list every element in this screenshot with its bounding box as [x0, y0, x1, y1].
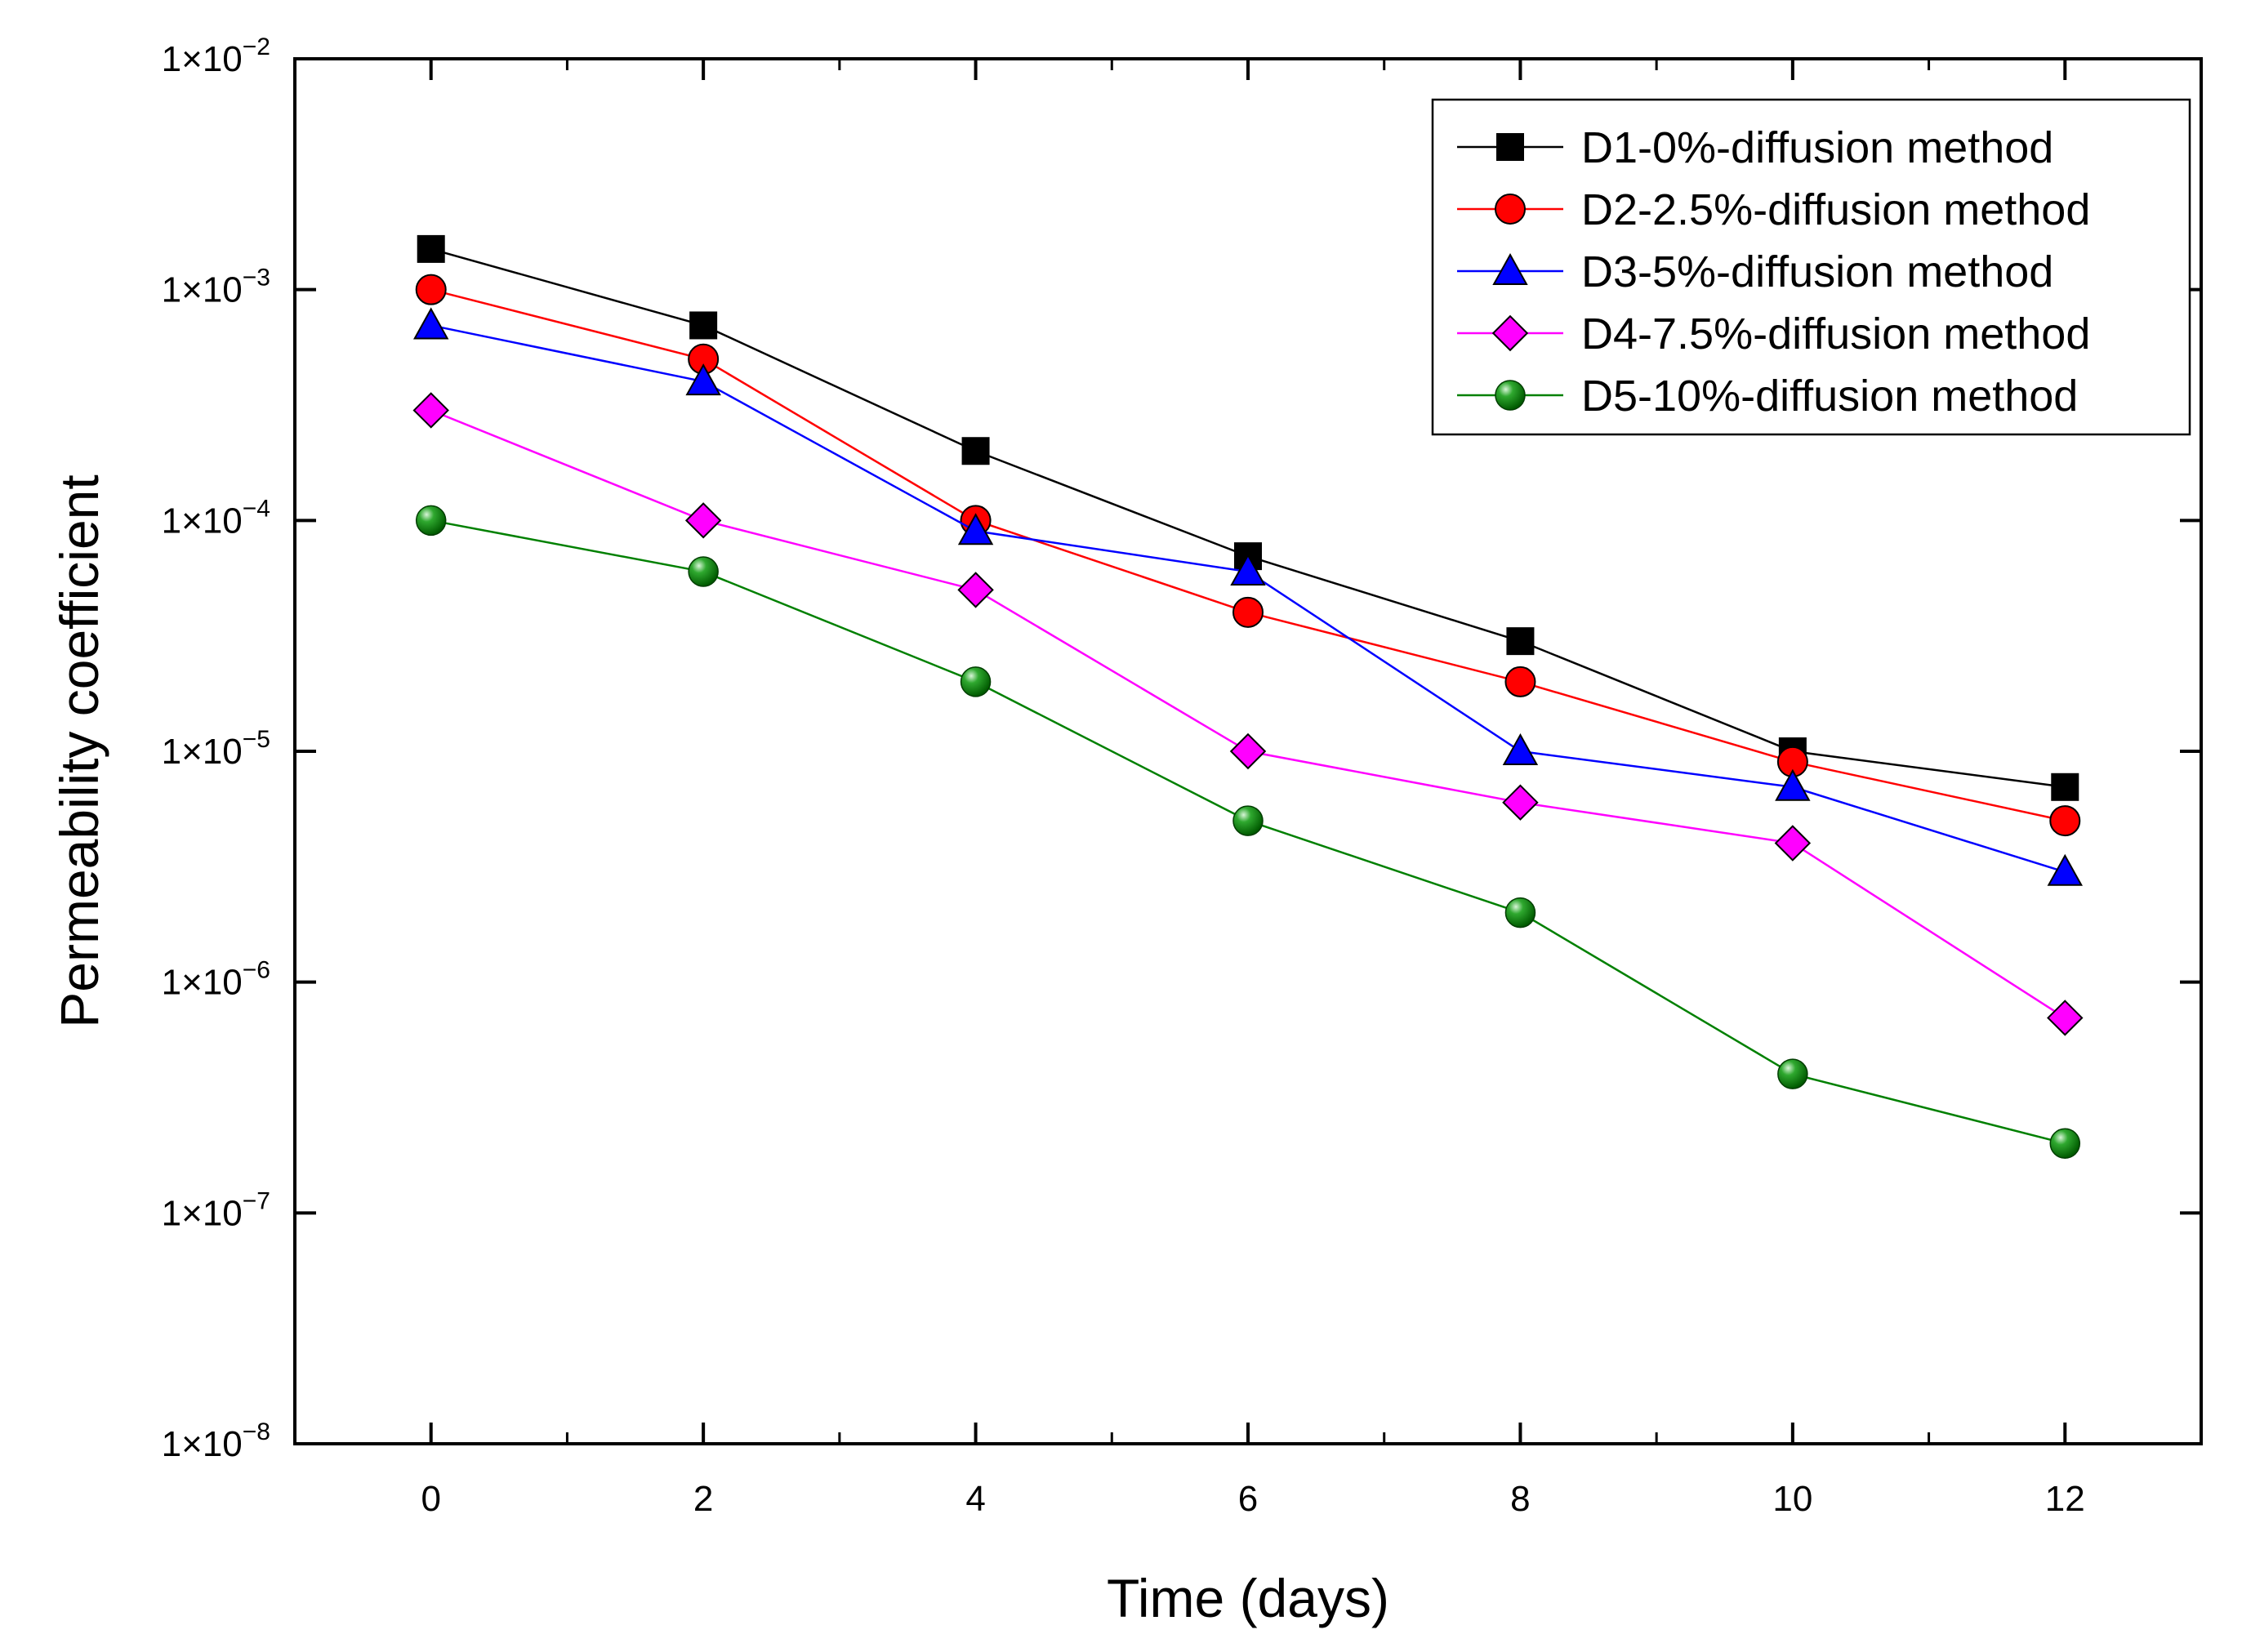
- data-point: [412, 392, 449, 429]
- y-tick-label: 1×10−6: [162, 957, 270, 1003]
- y-tick-label: 1×10−4: [162, 495, 270, 541]
- data-point: [413, 307, 449, 340]
- data-point: [2049, 1128, 2081, 1159]
- legend-label: D5-10%-diffusion method: [1581, 372, 2078, 421]
- series-4: [412, 392, 2084, 1036]
- legend-marker: [1495, 380, 1526, 411]
- data-point: [957, 572, 994, 608]
- y-tick-label: 1×10−7: [162, 1187, 270, 1233]
- legend-entry: D2-2.5%-diffusion method: [1457, 185, 2090, 234]
- x-tick-label: 8: [1510, 1479, 1530, 1519]
- y-tick-label: 1×10−3: [162, 265, 270, 310]
- series-3: [413, 307, 2083, 886]
- legend-label: D1-0%-diffusion method: [1581, 123, 2053, 172]
- legend-marker: [1491, 314, 1529, 352]
- y-tick-label: 1×10−5: [162, 726, 270, 772]
- data-point: [688, 556, 719, 587]
- data-point: [2051, 773, 2079, 801]
- data-point: [2047, 853, 2083, 886]
- data-point: [1502, 784, 1539, 821]
- legend-entry: D4-7.5%-diffusion method: [1457, 309, 2090, 358]
- data-point: [417, 234, 445, 263]
- legend-marker: [1496, 133, 1524, 161]
- data-point: [2049, 805, 2081, 837]
- legend-entry: D3-5%-diffusion method: [1457, 247, 2053, 296]
- data-point: [1229, 732, 1267, 770]
- legend-entry: D5-10%-diffusion method: [1457, 372, 2078, 421]
- data-point: [1502, 732, 1539, 765]
- series-5: [415, 505, 2081, 1159]
- data-point: [1506, 627, 1535, 656]
- legend-marker: [1495, 194, 1526, 225]
- x-tick-label: 12: [2045, 1479, 2085, 1519]
- legend-marker: [1492, 252, 1528, 285]
- data-point: [684, 502, 722, 539]
- data-point: [1775, 768, 1811, 801]
- x-tick-label: 0: [421, 1479, 440, 1519]
- data-point: [415, 505, 447, 537]
- x-tick-label: 2: [693, 1479, 713, 1519]
- data-point: [685, 363, 721, 396]
- series-line: [430, 409, 2066, 1019]
- legend-entry: D1-0%-diffusion method: [1457, 123, 2053, 172]
- x-tick-label: 10: [1772, 1479, 1812, 1519]
- data-point: [1774, 825, 1812, 862]
- legend-label: D3-5%-diffusion method: [1581, 247, 2053, 296]
- data-point: [689, 311, 718, 340]
- data-point: [415, 274, 447, 305]
- x-axis-title: Time (days): [1107, 1568, 1389, 1628]
- data-point: [2047, 1000, 2084, 1036]
- x-tick-label: 6: [1238, 1479, 1258, 1519]
- data-point: [1232, 805, 1264, 836]
- data-point: [1504, 897, 1536, 928]
- data-point: [1232, 596, 1264, 628]
- data-point: [961, 437, 990, 465]
- data-point: [1230, 553, 1266, 586]
- x-tick-label: 4: [965, 1479, 985, 1519]
- legend-box: [1431, 98, 2191, 436]
- legend-label: D2-2.5%-diffusion method: [1581, 185, 2090, 234]
- data-point: [960, 666, 992, 697]
- legend-label: D4-7.5%-diffusion method: [1581, 309, 2090, 358]
- y-tick-label: 1×10−8: [162, 1418, 270, 1464]
- y-tick-label: 1×10−2: [162, 33, 270, 79]
- y-axis-title: Permeability coefficient: [49, 474, 109, 1027]
- data-point: [957, 513, 994, 545]
- data-point: [1777, 1058, 1808, 1089]
- data-point: [1504, 666, 1536, 697]
